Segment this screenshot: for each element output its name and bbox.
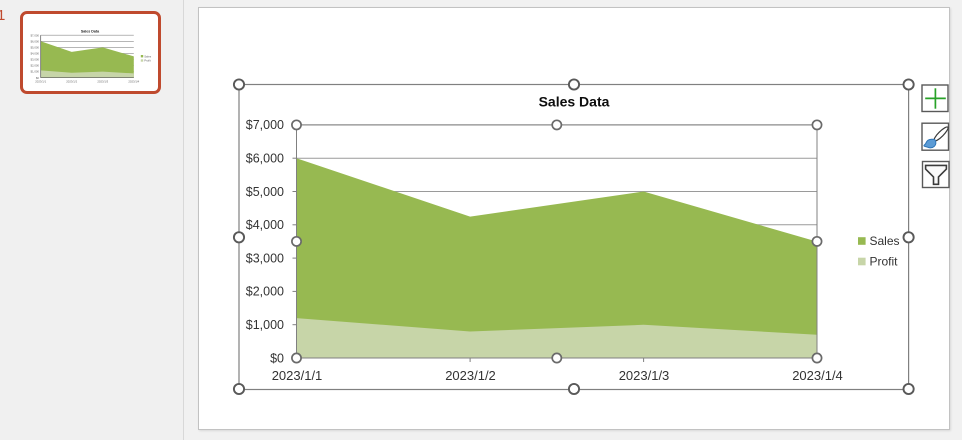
svg-text:2023/1/3: 2023/1/3: [619, 368, 670, 383]
svg-text:Sales Data: Sales Data: [81, 30, 100, 34]
svg-text:$3,000: $3,000: [30, 58, 39, 62]
svg-text:2023/1/2: 2023/1/2: [66, 80, 77, 84]
svg-text:$4,000: $4,000: [246, 218, 284, 232]
svg-text:$6,000: $6,000: [30, 39, 39, 43]
svg-text:2023/1/1: 2023/1/1: [272, 368, 323, 383]
svg-text:$0: $0: [270, 351, 284, 365]
svg-text:$5,000: $5,000: [246, 185, 284, 199]
svg-text:$5,000: $5,000: [30, 46, 39, 50]
svg-text:$6,000: $6,000: [246, 152, 284, 166]
svg-text:2023/1/1: 2023/1/1: [35, 80, 46, 84]
svg-text:$2,000: $2,000: [30, 64, 39, 68]
svg-text:2023/1/4: 2023/1/4: [792, 368, 843, 383]
svg-text:Profit: Profit: [870, 255, 899, 269]
svg-text:$4,000: $4,000: [30, 52, 39, 56]
svg-text:$1,000: $1,000: [30, 70, 39, 74]
svg-text:2023/1/4: 2023/1/4: [128, 80, 139, 84]
svg-text:$1,000: $1,000: [246, 318, 284, 332]
svg-text:$0: $0: [36, 76, 40, 80]
svg-text:Sales: Sales: [144, 54, 152, 58]
svg-text:$2,000: $2,000: [246, 285, 284, 299]
svg-text:2023/1/3: 2023/1/3: [97, 80, 108, 84]
svg-text:Sales: Sales: [870, 234, 900, 248]
svg-text:$3,000: $3,000: [246, 251, 284, 265]
svg-text:$7,000: $7,000: [30, 33, 39, 37]
svg-text:2023/1/2: 2023/1/2: [445, 368, 496, 383]
svg-text:Sales Data: Sales Data: [539, 94, 610, 110]
svg-text:$7,000: $7,000: [246, 118, 284, 132]
svg-text:Profit: Profit: [144, 59, 151, 63]
